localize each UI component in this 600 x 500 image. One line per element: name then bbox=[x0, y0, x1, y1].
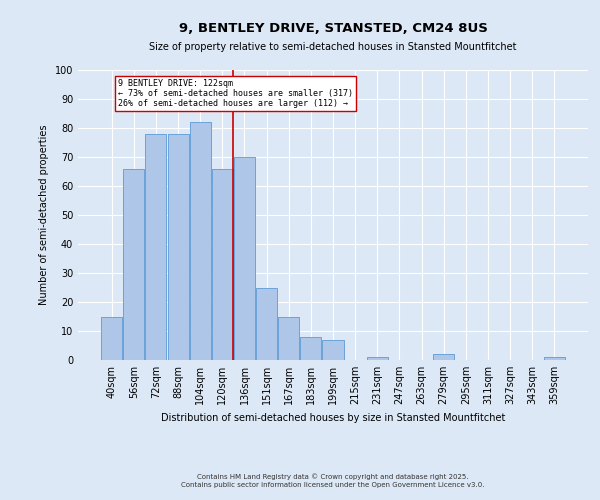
Bar bbox=[101, 316, 122, 360]
Y-axis label: Number of semi-detached properties: Number of semi-detached properties bbox=[39, 124, 49, 305]
Bar bbox=[367, 357, 388, 360]
Bar bbox=[301, 337, 322, 360]
Text: Contains HM Land Registry data © Crown copyright and database right 2025.
Contai: Contains HM Land Registry data © Crown c… bbox=[181, 474, 485, 488]
Text: 9 BENTLEY DRIVE: 122sqm
← 73% of semi-detached houses are smaller (317)
26% of s: 9 BENTLEY DRIVE: 122sqm ← 73% of semi-de… bbox=[118, 78, 353, 108]
Text: 9, BENTLEY DRIVE, STANSTED, CM24 8US: 9, BENTLEY DRIVE, STANSTED, CM24 8US bbox=[179, 22, 487, 36]
Bar bbox=[256, 288, 277, 360]
Text: Size of property relative to semi-detached houses in Stansted Mountfitchet: Size of property relative to semi-detach… bbox=[149, 42, 517, 52]
Bar bbox=[278, 316, 299, 360]
Bar bbox=[234, 157, 255, 360]
Bar bbox=[190, 122, 211, 360]
X-axis label: Distribution of semi-detached houses by size in Stansted Mountfitchet: Distribution of semi-detached houses by … bbox=[161, 412, 505, 422]
Bar bbox=[544, 357, 565, 360]
Bar bbox=[145, 134, 166, 360]
Bar bbox=[212, 168, 233, 360]
Bar bbox=[433, 354, 454, 360]
Bar bbox=[167, 134, 188, 360]
Bar bbox=[322, 340, 344, 360]
Bar bbox=[124, 168, 145, 360]
